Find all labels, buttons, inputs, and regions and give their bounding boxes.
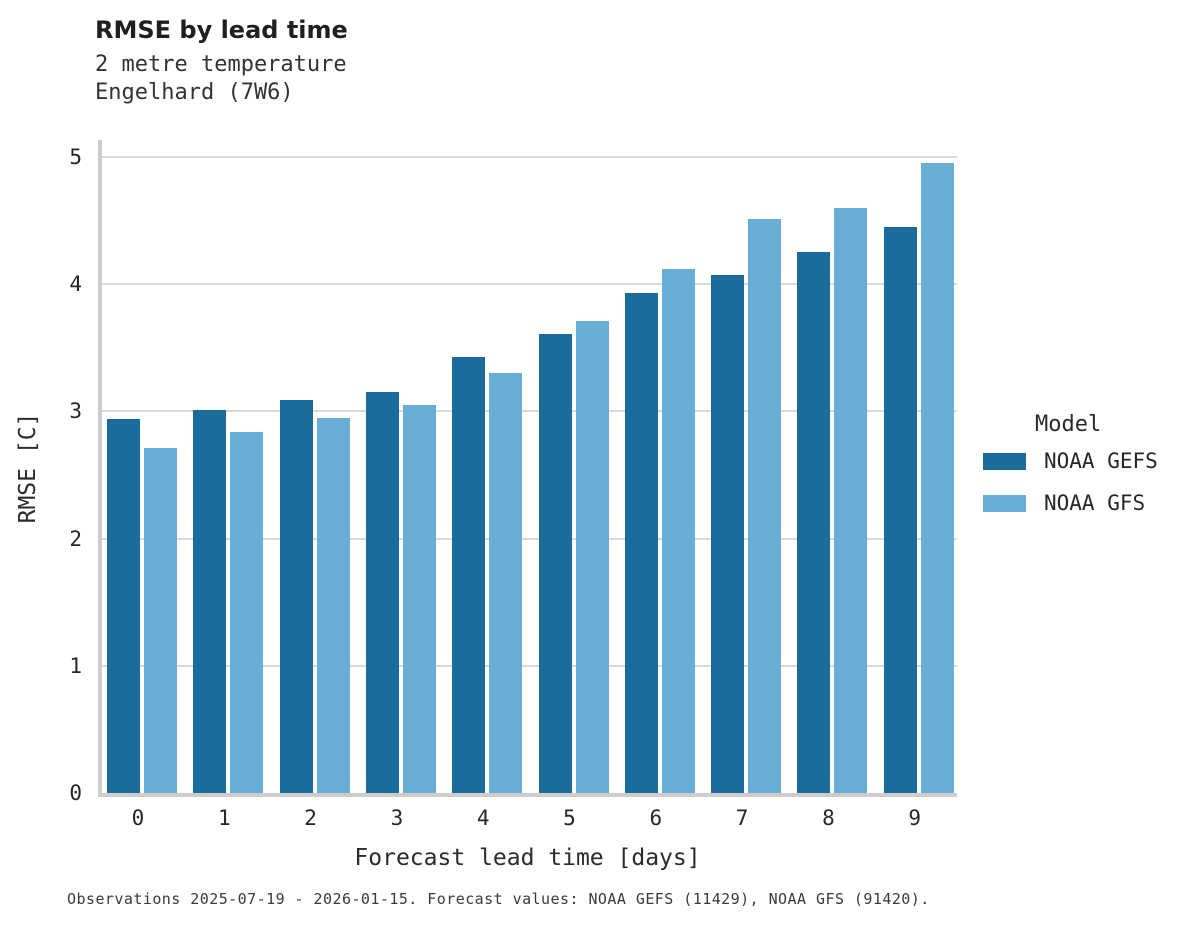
chart-subtitle-variable: 2 metre temperature xyxy=(95,52,347,77)
chart-title: RMSE by lead time xyxy=(95,16,348,44)
chart-caption: Observations 2025-07-19 - 2026-01-15. Fo… xyxy=(67,890,930,908)
bar-noaa-gefs-day-9 xyxy=(883,226,917,793)
gridline-y-5 xyxy=(102,156,957,158)
y-tick-1: 1 xyxy=(69,653,82,678)
y-tick-3: 3 xyxy=(69,399,82,424)
bar-noaa-gfs-day-8 xyxy=(834,207,868,793)
legend-swatch-icon xyxy=(983,452,1026,470)
bar-noaa-gefs-day-4 xyxy=(452,356,486,793)
legend-label: NOAA GEFS xyxy=(1044,449,1158,473)
bar-noaa-gfs-day-4 xyxy=(489,373,523,793)
x-tick-1: 1 xyxy=(217,806,231,830)
bar-noaa-gefs-day-8 xyxy=(797,252,831,793)
x-tick-0: 0 xyxy=(131,806,145,830)
x-tick-3: 3 xyxy=(390,806,404,830)
bar-noaa-gfs-day-1 xyxy=(230,431,264,793)
x-tick-5: 5 xyxy=(563,806,576,830)
x-axis-label: Forecast lead time [days] xyxy=(354,845,701,871)
gridline-y-3 xyxy=(102,410,957,413)
bar-noaa-gfs-day-5 xyxy=(575,321,609,793)
bar-noaa-gefs-day-2 xyxy=(279,399,313,793)
legend-item-noaa-gefs: NOAA GEFS xyxy=(983,449,1158,473)
legend-item-noaa-gfs: NOAA GFS xyxy=(983,491,1158,515)
x-tick-9: 9 xyxy=(908,806,922,830)
y-axis-label: RMSE [C] xyxy=(15,412,41,524)
bar-noaa-gfs-day-2 xyxy=(316,417,350,793)
bar-noaa-gfs-day-7 xyxy=(748,219,782,793)
legend-title: Model xyxy=(1035,412,1102,437)
bar-noaa-gfs-day-6 xyxy=(661,268,695,793)
plot-area xyxy=(98,140,957,797)
y-tick-4: 4 xyxy=(69,272,82,297)
gridline-y-2 xyxy=(102,537,957,540)
legend: Model NOAA GEFS NOAA GFS xyxy=(983,412,1158,533)
x-tick-7: 7 xyxy=(735,806,749,830)
legend-items: NOAA GEFS NOAA GFS xyxy=(983,449,1158,515)
y-tick-2: 2 xyxy=(69,526,82,551)
bar-noaa-gefs-day-1 xyxy=(193,410,227,793)
bar-noaa-gfs-day-9 xyxy=(920,163,954,793)
bar-noaa-gefs-day-7 xyxy=(711,275,745,793)
x-tick-4: 4 xyxy=(476,806,490,830)
bar-noaa-gfs-day-3 xyxy=(402,405,436,793)
x-tick-2: 2 xyxy=(304,806,317,830)
bar-noaa-gfs-day-0 xyxy=(144,448,177,793)
legend-label: NOAA GFS xyxy=(1044,491,1146,515)
bar-noaa-gefs-day-3 xyxy=(365,392,399,793)
chart-subtitle-station: Engelhard (7W6) xyxy=(95,80,294,105)
y-tick-0: 0 xyxy=(69,781,82,805)
x-tick-6: 6 xyxy=(649,806,663,830)
legend-swatch-icon xyxy=(983,494,1026,512)
bar-noaa-gefs-day-5 xyxy=(538,333,572,793)
bar-noaa-gefs-day-0 xyxy=(107,419,140,793)
bar-noaa-gefs-day-6 xyxy=(624,293,658,793)
gridline-y-4 xyxy=(102,283,957,286)
y-tick-5: 5 xyxy=(69,145,82,169)
gridline-y-1 xyxy=(102,664,957,667)
x-tick-8: 8 xyxy=(822,806,835,830)
